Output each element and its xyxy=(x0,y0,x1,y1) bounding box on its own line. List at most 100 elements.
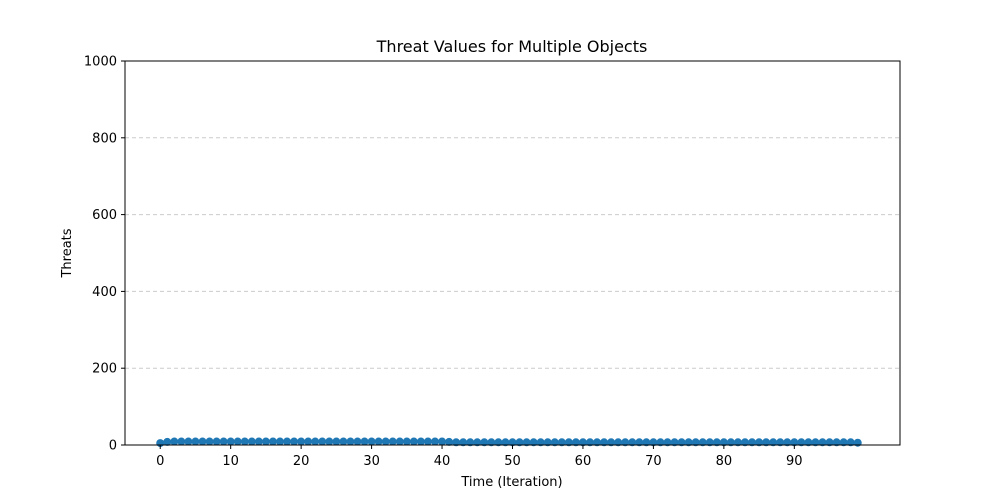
data-point xyxy=(466,438,475,447)
data-point xyxy=(557,438,566,447)
data-point xyxy=(839,438,848,447)
data-point xyxy=(783,438,792,447)
data-point xyxy=(177,437,186,446)
data-point xyxy=(395,437,404,446)
data-point xyxy=(473,438,482,447)
data-point xyxy=(846,438,855,447)
data-point xyxy=(628,438,637,447)
y-tick-label: 600 xyxy=(92,208,117,223)
data-point xyxy=(586,438,594,447)
data-point xyxy=(423,437,432,446)
data-point xyxy=(325,437,334,446)
data-point xyxy=(578,438,587,447)
x-tick-label: 70 xyxy=(645,454,662,469)
data-point xyxy=(431,437,439,446)
data-point xyxy=(409,437,418,446)
data-point xyxy=(614,438,623,447)
y-tick-label: 0 xyxy=(109,439,117,454)
data-point xyxy=(571,438,580,447)
data-point xyxy=(508,438,517,447)
data-point xyxy=(254,437,263,446)
data-point xyxy=(233,437,242,446)
data-point xyxy=(684,438,693,447)
x-tick-label: 50 xyxy=(504,454,521,469)
x-tick-label: 30 xyxy=(363,454,380,469)
data-point xyxy=(438,437,447,446)
data-point xyxy=(374,437,383,446)
y-axis-label: Threats xyxy=(60,228,75,278)
data-point xyxy=(705,438,714,447)
data-point xyxy=(191,437,200,446)
data-point xyxy=(487,438,496,447)
data-point xyxy=(670,438,679,447)
data-point xyxy=(797,438,806,447)
data-point xyxy=(170,437,179,446)
data-point xyxy=(297,437,306,446)
data-point xyxy=(226,437,235,446)
x-tick-label: 10 xyxy=(222,454,239,469)
data-point xyxy=(825,438,834,447)
data-point xyxy=(790,438,799,447)
data-point xyxy=(543,438,552,447)
data-point xyxy=(163,437,172,446)
data-point xyxy=(755,438,764,447)
x-axis-label: Time (Iteration) xyxy=(460,475,562,490)
data-point xyxy=(261,437,270,446)
grid xyxy=(125,137,900,369)
data-point xyxy=(388,437,397,446)
data-point xyxy=(536,438,545,447)
data-point xyxy=(290,437,299,446)
data-point xyxy=(762,438,771,447)
y-tick-label: 1000 xyxy=(84,55,117,70)
data-point xyxy=(346,437,355,446)
data-point xyxy=(529,438,538,447)
data-point xyxy=(776,438,785,447)
data-point xyxy=(452,438,461,447)
data-point xyxy=(459,438,468,447)
data-point xyxy=(663,438,672,447)
data-point xyxy=(402,437,411,446)
x-tick-label: 90 xyxy=(786,454,803,469)
data-point xyxy=(247,437,256,446)
data-point xyxy=(769,438,778,447)
data-point xyxy=(480,438,489,447)
x-tick-label: 20 xyxy=(293,454,310,469)
data-point xyxy=(564,438,573,447)
data-point xyxy=(818,438,827,447)
data-point xyxy=(642,438,651,447)
data-point xyxy=(494,438,503,447)
data-point xyxy=(240,437,249,446)
data-point xyxy=(656,438,665,447)
data-point xyxy=(212,437,221,446)
data-point xyxy=(719,438,728,447)
y-axis: 0 200 400 600 800 1000 xyxy=(84,55,125,454)
data-point xyxy=(677,438,686,447)
x-tick-label: 60 xyxy=(575,454,592,469)
data-point xyxy=(367,437,376,446)
data-point xyxy=(748,438,757,447)
x-tick-label: 40 xyxy=(434,454,451,469)
data-point xyxy=(276,437,284,446)
data-point xyxy=(811,438,820,447)
data-point xyxy=(691,438,700,447)
data-point xyxy=(832,438,841,447)
x-tick-label: 80 xyxy=(716,454,733,469)
data-point xyxy=(501,438,510,447)
data-point xyxy=(445,437,454,446)
scatter-series xyxy=(156,437,862,448)
data-point xyxy=(198,437,207,446)
y-tick-label: 200 xyxy=(92,362,117,377)
data-point xyxy=(607,438,616,447)
data-point xyxy=(205,437,214,446)
data-point xyxy=(550,438,559,447)
data-point xyxy=(698,438,707,447)
data-point xyxy=(318,437,327,446)
chart-title: Threat Values for Multiple Objects xyxy=(376,37,648,56)
data-point xyxy=(219,437,228,446)
data-point xyxy=(339,437,348,446)
data-point xyxy=(726,438,735,447)
data-point xyxy=(283,437,292,446)
data-point xyxy=(353,437,362,446)
